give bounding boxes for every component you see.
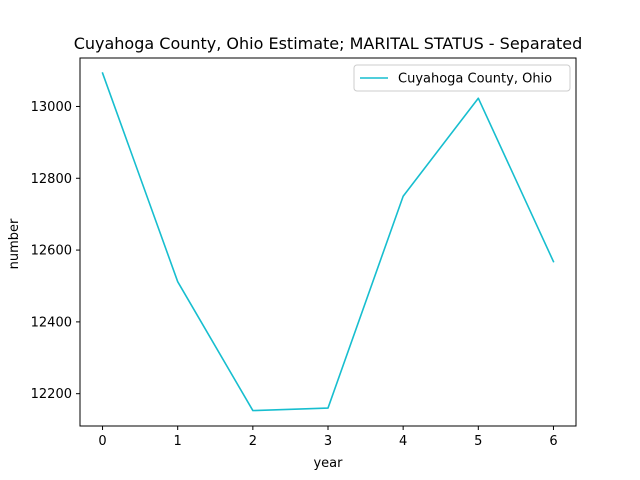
plot-area <box>79 57 577 427</box>
x-tick-label: 6 <box>549 434 557 449</box>
x-tick-label: 4 <box>399 434 407 449</box>
y-tick-label: 12800 <box>31 172 72 187</box>
chart-title: Cuyahoga County, Ohio Estimate; MARITAL … <box>74 34 583 53</box>
x-axis: 0 1 2 3 4 5 6 <box>98 426 558 449</box>
x-tick-label: 5 <box>474 434 482 449</box>
y-tick-label: 12400 <box>31 315 72 330</box>
y-tick-label: 13000 <box>31 100 72 115</box>
x-tick-label: 3 <box>324 434 332 449</box>
x-tick-label: 2 <box>249 434 257 449</box>
plot-frame <box>79 57 577 427</box>
y-tick-label: 12600 <box>31 244 72 259</box>
y-axis: 12200 12400 12600 12800 13000 <box>31 100 80 402</box>
y-axis-label: number <box>7 218 22 269</box>
x-tick-label: 1 <box>174 434 182 449</box>
y-tick-label: 12200 <box>31 387 72 402</box>
x-axis-label: year <box>313 456 343 471</box>
x-tick-label: 0 <box>98 434 106 449</box>
series-line-0 <box>101 72 555 412</box>
legend-label: Cuyahoga County, Ohio <box>398 72 552 87</box>
legend-box <box>353 64 571 92</box>
legend: Cuyahoga County, Ohio <box>353 64 571 92</box>
